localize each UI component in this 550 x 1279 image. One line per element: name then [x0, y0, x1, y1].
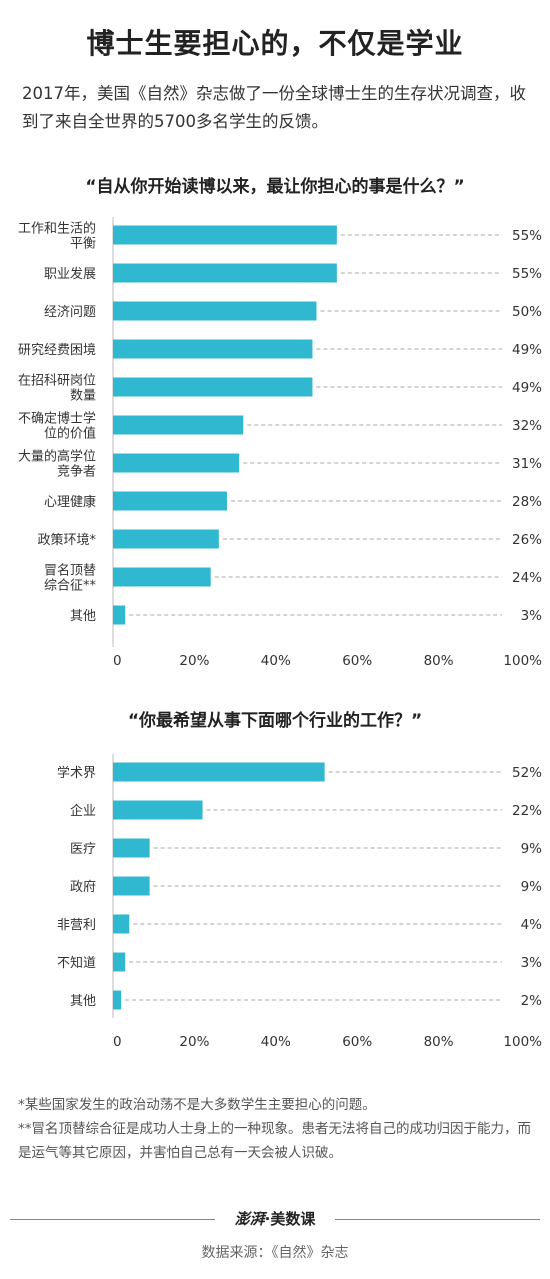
chart1-value-label: 49% [512, 342, 542, 358]
chart2-bar [113, 990, 122, 1010]
chart1-value-label: 32% [512, 418, 542, 434]
data-source: 数据来源：《自然》杂志 [201, 1245, 349, 1261]
chart1-category-label: 心理健康 [44, 494, 96, 510]
chart1-bar [113, 605, 126, 625]
chart2-category-label: 其他 [70, 994, 96, 1009]
chart1-category-label: 大量的高学位竞争者 [18, 449, 96, 480]
chart1-value-label: 49% [512, 380, 542, 396]
logo-right: ·美数课 [264, 1210, 316, 1228]
chart2-category-label: 非营利 [57, 918, 96, 933]
chart2-bar [113, 876, 150, 896]
chart2-bar [113, 914, 130, 934]
chart1-bar [113, 263, 337, 283]
chart2-x-tick-label: 40% [261, 1034, 291, 1050]
chart1-bar [113, 453, 240, 473]
chart2-x-tick-label: 100% [503, 1034, 542, 1050]
chart1-category-label: 经济问题 [44, 305, 96, 320]
chart1-x-tick-label: 0 [113, 653, 122, 669]
chart2-value-label: 22% [512, 803, 542, 819]
chart1-x-tick-label: 60% [342, 653, 372, 669]
chart2-svg: 52% 学术界 22% 企业 9% 医疗 9% 政府 4% 非营利 3% 不知道 2% 其他 0 20% 40%… [57, 754, 543, 1050]
footer-divider-left [10, 1219, 215, 1220]
chart1-svg: 55% 工作和生活的平衡 55% 职业发展 50% 经济问题 49% 研究经费困境 49% 在招科… [18, 217, 543, 669]
chart1-x-tick-label: 80% [424, 653, 454, 669]
chart1-title: “自从你开始读博以来，最让你担心的事是什么？” [85, 177, 465, 197]
intro-text: 2017年，美国《自然》杂志做了一份全球博士生的生存状况调查，收到了来自全世界的… [22, 84, 526, 131]
chart1-bar [113, 491, 227, 511]
chart1-value-label: 31% [512, 456, 542, 472]
brand-logo: 澎湃·美数课 [220, 1206, 330, 1232]
chart2-category-label: 企业 [70, 803, 96, 819]
chart2-x-tick-label: 20% [179, 1034, 209, 1050]
chart2-bar [113, 952, 126, 972]
chart1-category-label: 在招科研岗位数量 [18, 374, 96, 404]
footnote-1: *某些国家发生的政治动荡不是大多数学生主要担心的问题。 [18, 1097, 376, 1113]
chart2-bar [113, 800, 203, 820]
chart1-category-label: 其他 [70, 609, 96, 624]
chart2-bar [113, 838, 150, 858]
chart1-value-label: 3% [521, 608, 543, 624]
footer-divider-right [335, 1219, 540, 1220]
chart1-category-label: 研究经费困境 [18, 343, 96, 358]
chart1-category-label: 不确定博士学位的价值 [18, 411, 96, 442]
chart1-bar [113, 339, 313, 359]
chart2-x-tick-label: 80% [424, 1034, 454, 1050]
chart2-category-label: 政府 [70, 880, 96, 895]
logo-left: 澎湃 [234, 1210, 265, 1228]
chart2-value-label: 2% [521, 993, 543, 1009]
chart1-category-label: 职业发展 [44, 266, 96, 282]
footnote-2: **冒名顶替综合征是成功人士身上的一种现象。患者无法将自己的成功归因于能力，而是… [18, 1121, 531, 1161]
chart1-category-label: 政策环境* [37, 532, 96, 548]
chart2-x-tick-label: 60% [342, 1034, 372, 1050]
chart1-value-label: 55% [512, 228, 542, 244]
chart2-category-label: 医疗 [70, 842, 96, 857]
chart2-title: “你最希望从事下面哪个行业的工作？” [127, 711, 423, 731]
chart1-category-label: 冒名顶替综合征** [44, 563, 97, 594]
chart2-bar [113, 762, 325, 782]
footnotes: *某些国家发生的政治动荡不是大多数学生主要担心的问题。 **冒名顶替综合征是成功… [18, 1093, 538, 1165]
chart1-bar [113, 225, 337, 245]
chart1-value-label: 28% [512, 494, 542, 510]
chart2-value-label: 9% [521, 879, 543, 895]
chart2-value-label: 3% [521, 955, 543, 971]
chart1-bar [113, 567, 211, 587]
chart1-value-label: 26% [512, 532, 542, 548]
chart1-bar [113, 415, 244, 435]
chart1-x-tick-label: 100% [503, 653, 542, 669]
chart1-value-label: 50% [512, 304, 542, 320]
chart1-value-label: 55% [512, 266, 542, 282]
chart2-category-label: 学术界 [57, 765, 96, 781]
chart1-category-label: 工作和生活的平衡 [18, 221, 96, 252]
chart2-value-label: 4% [521, 917, 543, 933]
chart1-x-tick-label: 40% [261, 653, 291, 669]
chart2-value-label: 52% [512, 765, 542, 781]
chart2-x-tick-label: 0 [113, 1034, 122, 1050]
chart2-value-label: 9% [521, 841, 543, 857]
chart1-value-label: 24% [512, 570, 542, 586]
chart1-bar [113, 529, 219, 549]
chart2-category-label: 不知道 [57, 955, 96, 971]
chart1-bar [113, 301, 317, 321]
chart1-bar [113, 377, 313, 397]
page-title: 博士生要担心的，不仅是学业 [86, 27, 464, 60]
chart1-x-tick-label: 20% [179, 653, 209, 669]
